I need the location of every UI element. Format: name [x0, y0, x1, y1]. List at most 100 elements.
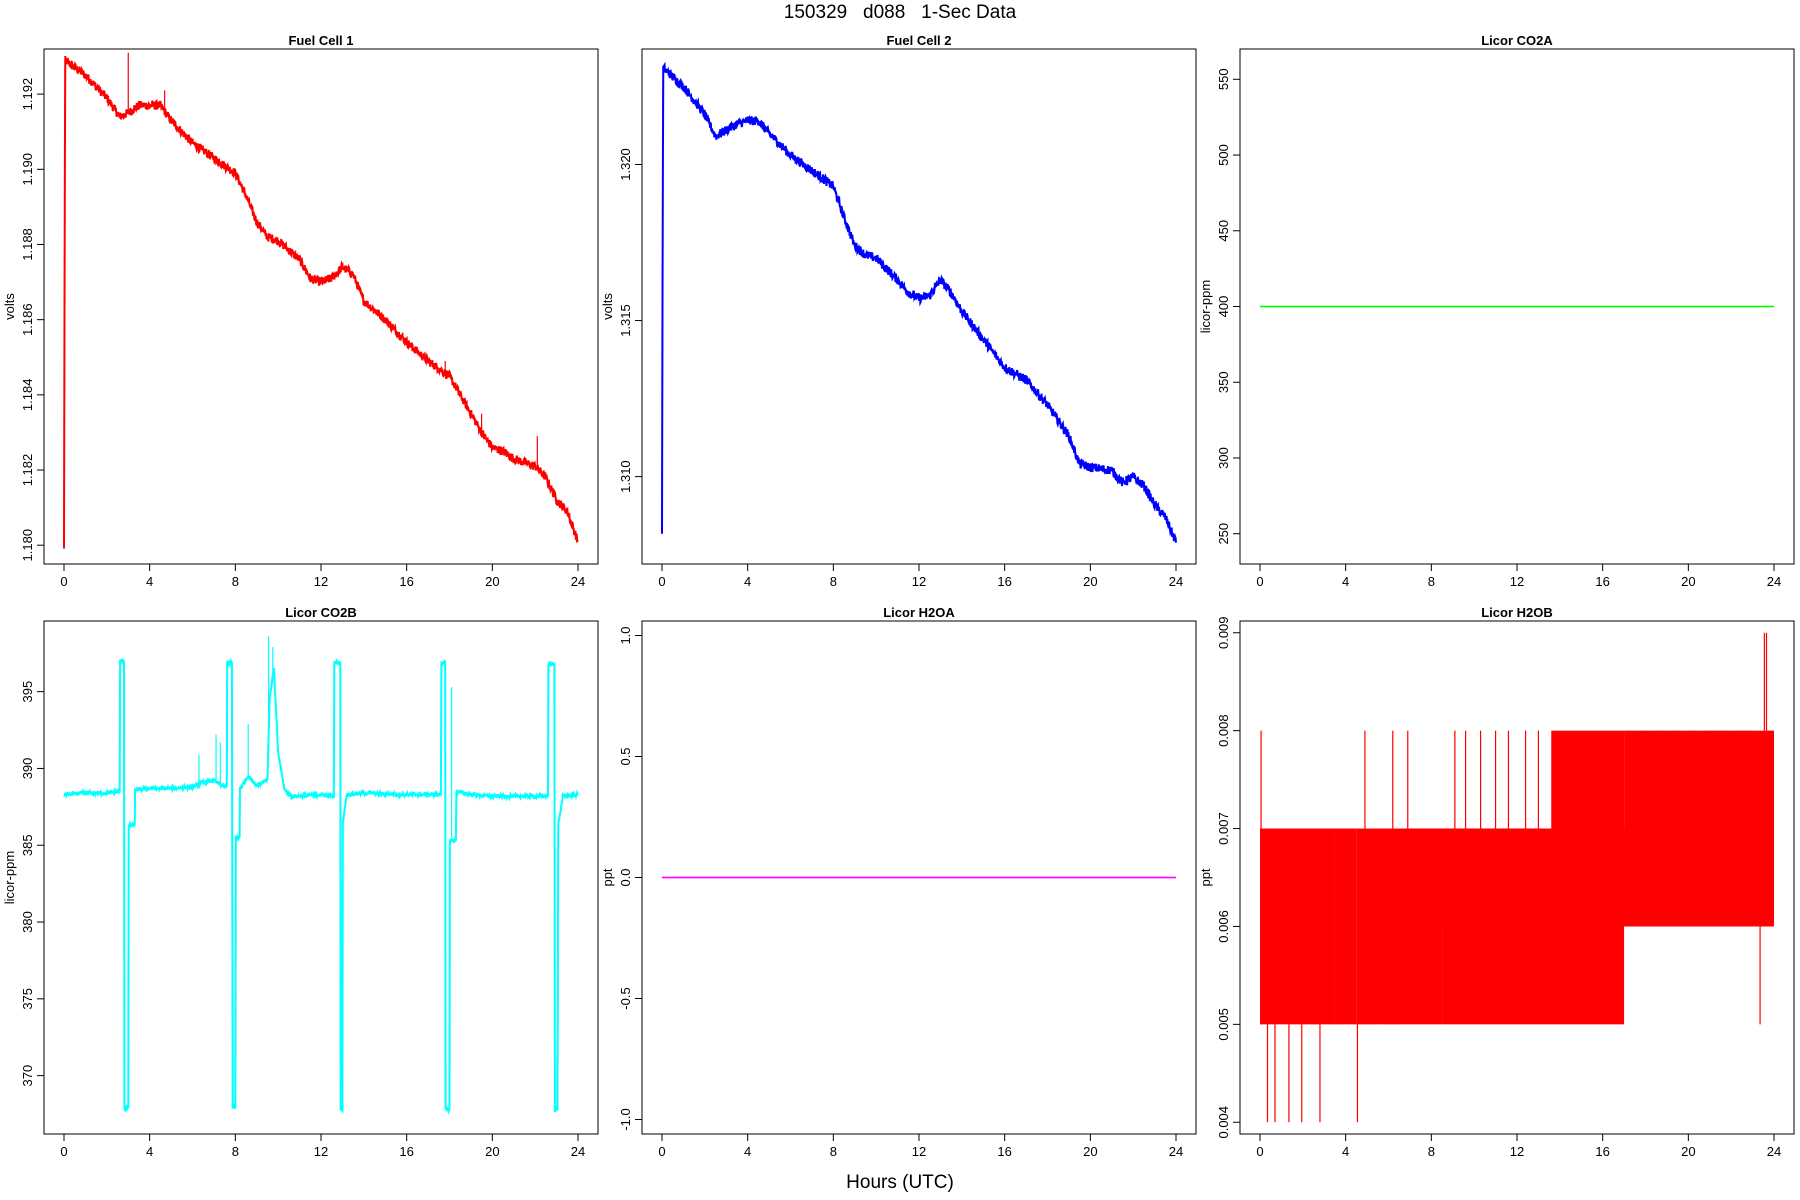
x-tick-label: 0: [60, 574, 67, 589]
x-tick-label: 24: [571, 574, 585, 589]
x-tick-label: 12: [912, 1144, 926, 1159]
y-tick-label: 395: [20, 681, 35, 703]
x-tick-label: 0: [1256, 1144, 1263, 1159]
x-tick-label: 0: [1256, 574, 1263, 589]
figure-title: 150329 d088 1-Sec Data: [783, 2, 1017, 23]
y-axis-label: licor-ppm: [1198, 280, 1213, 333]
x-tick-label: 4: [1342, 1144, 1349, 1159]
plot-frame: [641, 48, 1197, 565]
y-tick-label: 0.0: [618, 868, 633, 886]
y-tick-label: 390: [20, 758, 35, 780]
x-tick-label: 4: [146, 1144, 153, 1159]
x-tick-label: 24: [571, 1144, 585, 1159]
x-tick-label: 4: [744, 574, 751, 589]
y-tick-label: 375: [20, 988, 35, 1010]
panel-fuel-cell-2: Fuel Cell 2 volts 0 4 8 12 16 20 24 1.310 1.315 1.3…: [600, 33, 1197, 589]
y-axis-label: ppt: [1198, 868, 1213, 886]
y-tick-label: 1.315: [618, 304, 633, 337]
x-tick-label: 12: [314, 1144, 328, 1159]
y-tick-label: 350: [1216, 371, 1231, 393]
x-tick-label: 8: [232, 574, 239, 589]
panel-title: Fuel Cell 1: [288, 33, 353, 48]
x-tick-label: 8: [1428, 1144, 1435, 1159]
x-tick-label: 16: [1595, 574, 1609, 589]
x-tick-label: 24: [1767, 574, 1781, 589]
y-tick-label: 1.320: [618, 148, 633, 181]
x-tick-label: 20: [1681, 574, 1695, 589]
y-tick-label: 1.188: [20, 228, 35, 261]
y-tick-label: 1.310: [618, 460, 633, 493]
plot-frame: [43, 620, 599, 1135]
data-band: [1551, 730, 1625, 927]
panel-title: Fuel Cell 2: [886, 33, 951, 48]
x-tick-label: 24: [1169, 574, 1183, 589]
x-tick-label: 8: [232, 1144, 239, 1159]
y-tick-label: 0.009: [1216, 616, 1231, 649]
x-tick-label: 16: [1595, 1144, 1609, 1159]
y-tick-label: 1.190: [20, 153, 35, 186]
x-tick-label: 20: [485, 574, 499, 589]
x-tick-label: 8: [830, 1144, 837, 1159]
y-axis-label: licor-ppm: [2, 851, 17, 904]
x-axis-caption: Hours (UTC): [846, 1172, 954, 1193]
y-axis-label: volts: [600, 293, 615, 320]
y-tick-label: 1.0: [618, 626, 633, 644]
data-band: [1334, 828, 1357, 1025]
y-axis-label: ppt: [600, 868, 615, 886]
panel-licor-h2oa: Licor H2OA ppt 0 4 8 12 16 20 24 -1.0 -0.5 0.0 0.5 1.…: [600, 605, 1197, 1159]
series-line-core: [63, 58, 579, 550]
x-tick-label: 16: [399, 1144, 413, 1159]
y-tick-label: -0.5: [618, 987, 633, 1009]
x-tick-label: 12: [1510, 1144, 1524, 1159]
series-line: [661, 61, 1177, 543]
x-tick-label: 24: [1169, 1144, 1183, 1159]
x-tick-label: 0: [658, 1144, 665, 1159]
y-tick-label: 450: [1216, 220, 1231, 242]
y-tick-label: 1.192: [20, 78, 35, 111]
plot-frame: [43, 48, 599, 565]
y-tick-label: 0.006: [1216, 910, 1231, 943]
series-line: [63, 55, 579, 548]
x-tick-label: 16: [399, 574, 413, 589]
x-tick-label: 4: [146, 574, 153, 589]
x-tick-label: 20: [1083, 1144, 1097, 1159]
y-tick-label: 385: [20, 834, 35, 856]
series-line-core: [63, 660, 579, 1111]
y-tick-label: 1.184: [20, 379, 35, 412]
y-tick-label: 0.005: [1216, 1008, 1231, 1041]
panel-licor-co2a: Licor CO2A licor-ppm 0 4 8 12 16 20 24 250 300 350 4…: [1198, 33, 1795, 589]
panel-title: Licor CO2B: [285, 605, 357, 620]
y-tick-label: 250: [1216, 523, 1231, 545]
panel-licor-h2ob: Licor H2OB ppt 0 4 8 12 16 20 24 0.004 0.005 0.006 0…: [1198, 605, 1795, 1159]
y-tick-label: -1.0: [618, 1108, 633, 1130]
x-tick-label: 0: [60, 1144, 67, 1159]
series-line-core: [661, 66, 1177, 543]
y-tick-label: 1.186: [20, 303, 35, 336]
y-tick-label: 0.008: [1216, 714, 1231, 747]
y-tick-label: 1.182: [20, 454, 35, 487]
x-tick-label: 20: [1083, 574, 1097, 589]
y-tick-label: 300: [1216, 447, 1231, 469]
y-tick-label: 370: [20, 1065, 35, 1087]
y-tick-label: 550: [1216, 68, 1231, 90]
panel-fuel-cell-1: Fuel Cell 1 volts 0 4 8 12 16 20 24 1.180 1.182 1.1…: [2, 33, 599, 589]
x-tick-label: 4: [744, 1144, 751, 1159]
y-tick-label: 0.007: [1216, 812, 1231, 845]
x-tick-label: 12: [1510, 574, 1524, 589]
x-tick-label: 8: [1428, 574, 1435, 589]
x-tick-label: 4: [1342, 574, 1349, 589]
panel-title: Licor H2OA: [883, 605, 955, 620]
x-tick-label: 0: [658, 574, 665, 589]
data-band: [1260, 828, 1335, 1025]
x-tick-label: 12: [314, 574, 328, 589]
y-tick-label: 500: [1216, 144, 1231, 166]
y-tick-label: 0.004: [1216, 1106, 1231, 1139]
panel-licor-co2b: Licor CO2B licor-ppm 0 4 8 12 16 20 24 370 375 380 3…: [2, 605, 599, 1159]
y-tick-label: 400: [1216, 296, 1231, 318]
x-tick-label: 20: [485, 1144, 499, 1159]
y-tick-label: 0.5: [618, 747, 633, 765]
x-tick-label: 20: [1681, 1144, 1695, 1159]
x-tick-label: 8: [830, 574, 837, 589]
y-axis-label: volts: [2, 293, 17, 320]
